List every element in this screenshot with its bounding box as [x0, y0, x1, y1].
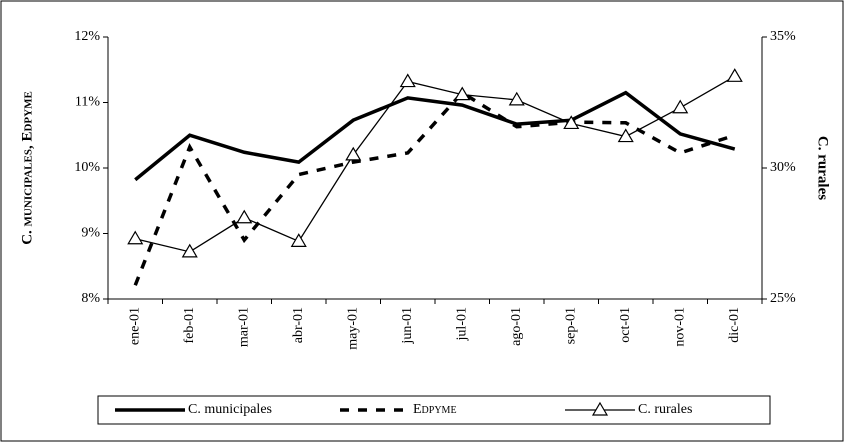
y-tick-label: 11%: [75, 95, 100, 110]
legend-label: Edpyme: [413, 402, 457, 417]
y2-tick-label: 25%: [770, 291, 796, 306]
marker: [454, 86, 471, 101]
x-tick-label: sep-01: [563, 307, 578, 344]
x-tick-label: jul-01: [454, 307, 469, 341]
marker: [726, 68, 743, 82]
y-tick-label: 10%: [74, 160, 100, 175]
series-line: [135, 75, 736, 253]
y-tick-label: 8%: [81, 291, 100, 306]
marker: [181, 243, 198, 258]
marker: [399, 73, 416, 88]
marker: [345, 146, 362, 161]
y2-tick-label: 30%: [770, 160, 796, 175]
x-tick-label: ene-01: [127, 307, 142, 345]
y-axis-label: C. municipales, Edpyme: [19, 91, 35, 245]
series-line: [133, 90, 736, 286]
x-tick-label: may-01: [345, 307, 360, 350]
x-tick-label: dic-01: [727, 307, 742, 343]
y2-axis-label: C. rurales: [815, 136, 831, 200]
marker: [508, 91, 525, 106]
marker: [127, 230, 144, 245]
marker: [672, 99, 689, 114]
x-tick-label: feb-01: [182, 307, 197, 344]
x-tick-label: nov-01: [672, 307, 687, 347]
marker: [290, 233, 307, 247]
marker: [563, 115, 580, 130]
x-tick-label: mar-01: [236, 307, 251, 347]
y-tick-label: 12%: [74, 29, 100, 44]
legend-label: C. municipales: [188, 402, 272, 417]
x-tick-label: oct-01: [618, 307, 633, 343]
x-tick-label: jun-01: [400, 307, 415, 345]
y2-tick-label: 35%: [770, 29, 796, 44]
legend-marker: [591, 401, 609, 416]
x-tick-label: abr-01: [291, 307, 306, 343]
x-tick-label: ago-01: [509, 307, 524, 346]
legend-label: C. rurales: [638, 402, 692, 417]
legend-box: [97, 395, 771, 425]
marker: [617, 128, 634, 143]
y-tick-label: 9%: [81, 226, 100, 241]
marker: [236, 209, 253, 224]
series-line: [134, 90, 736, 182]
